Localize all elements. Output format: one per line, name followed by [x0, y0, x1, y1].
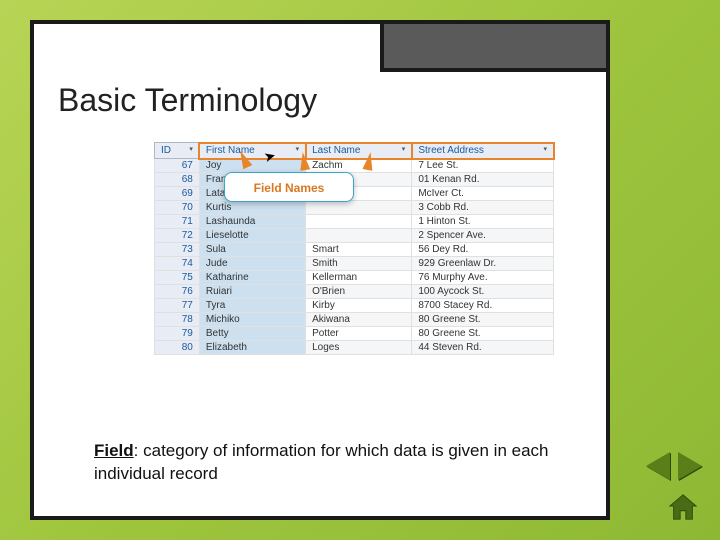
decorative-gray-block [380, 20, 610, 72]
data-table: ID▾ First Name▾ Last Name▾ Street Addres… [154, 142, 554, 355]
table-cell: 76 Murphy Ave. [412, 271, 554, 285]
dropdown-icon[interactable]: ▾ [543, 145, 547, 153]
table-row: 69LataviaMcIver Ct. [155, 187, 554, 201]
table-header-row: ID▾ First Name▾ Last Name▾ Street Addres… [155, 143, 554, 159]
table-cell: 3 Cobb Rd. [412, 201, 554, 215]
table-cell: McIver Ct. [412, 187, 554, 201]
table-illustration: ➤ Field Names ID▾ First Name▾ Last Name▾… [154, 142, 554, 355]
prev-slide-button[interactable] [646, 452, 670, 480]
table-cell [306, 201, 412, 215]
table-cell [306, 229, 412, 243]
table-cell: Akiwana [306, 313, 412, 327]
table-row: 70Kurtis3 Cobb Rd. [155, 201, 554, 215]
table-cell: 72 [155, 229, 200, 243]
table-cell: 1 Hinton St. [412, 215, 554, 229]
table-cell: 80 Greene St. [412, 327, 554, 341]
table-cell: 68 [155, 173, 200, 187]
table-cell: 74 [155, 257, 200, 271]
table-cell: 77 [155, 299, 200, 313]
table-cell: 01 Kenan Rd. [412, 173, 554, 187]
field-definition: Field: category of information for which… [94, 440, 574, 486]
table-cell: 73 [155, 243, 200, 257]
table-cell: Lieselotte [199, 229, 305, 243]
table-cell: Elizabeth [199, 341, 305, 355]
table-cell: 7 Lee St. [412, 159, 554, 173]
table-cell: 78 [155, 313, 200, 327]
table-cell: O'Brien [306, 285, 412, 299]
column-header-id[interactable]: ID▾ [155, 143, 200, 159]
table-row: 78MichikoAkiwana80 Greene St. [155, 313, 554, 327]
definition-term: Field [94, 441, 134, 460]
table-cell: Smart [306, 243, 412, 257]
table-cell: 100 Aycock St. [412, 285, 554, 299]
slide-title: Basic Terminology [58, 82, 317, 119]
next-slide-button[interactable] [678, 452, 702, 480]
table-cell: Loges [306, 341, 412, 355]
table-row: 80ElizabethLoges44 Steven Rd. [155, 341, 554, 355]
table-cell: 2 Spencer Ave. [412, 229, 554, 243]
table-cell: Ruiari [199, 285, 305, 299]
table-cell: 75 [155, 271, 200, 285]
table-row: 75KatharineKellerman76 Murphy Ave. [155, 271, 554, 285]
table-cell: Joy [199, 159, 305, 173]
table-cell: Zachm [306, 159, 412, 173]
table-cell [306, 215, 412, 229]
home-button[interactable] [668, 492, 698, 522]
table-row: 79BettyPotter80 Greene St. [155, 327, 554, 341]
table-row: 68FrancesTrenton01 Kenan Rd. [155, 173, 554, 187]
table-cell: 56 Dey Rd. [412, 243, 554, 257]
table-cell: Sula [199, 243, 305, 257]
table-cell: 929 Greenlaw Dr. [412, 257, 554, 271]
table-cell: 69 [155, 187, 200, 201]
table-cell: Betty [199, 327, 305, 341]
table-cell: 71 [155, 215, 200, 229]
dropdown-icon[interactable]: ▾ [189, 145, 193, 153]
column-header-last-name[interactable]: Last Name▾ [306, 143, 412, 159]
table-cell: 44 Steven Rd. [412, 341, 554, 355]
table-row: 77TyraKirby8700 Stacey Rd. [155, 299, 554, 313]
table-cell: 67 [155, 159, 200, 173]
table-row: 76RuiariO'Brien100 Aycock St. [155, 285, 554, 299]
column-header-street-address[interactable]: Street Address▾ [412, 143, 554, 159]
table-cell: 80 [155, 341, 200, 355]
table-cell: Jude [199, 257, 305, 271]
table-cell: Potter [306, 327, 412, 341]
table-cell: 80 Greene St. [412, 313, 554, 327]
table-row: 72Lieselotte 2 Spencer Ave. [155, 229, 554, 243]
table-cell: Lashaunda [199, 215, 305, 229]
field-names-callout: Field Names [224, 172, 354, 202]
table-cell: 76 [155, 285, 200, 299]
table-cell: Tyra [199, 299, 305, 313]
table-row: 67JoyZachm7 Lee St. [155, 159, 554, 173]
table-cell: 8700 Stacey Rd. [412, 299, 554, 313]
table-cell: Kellerman [306, 271, 412, 285]
table-cell: 70 [155, 201, 200, 215]
table-row: 73SulaSmart56 Dey Rd. [155, 243, 554, 257]
slide-card: Basic Terminology ➤ Field Names ID▾ Firs… [30, 20, 610, 520]
table-cell: Smith [306, 257, 412, 271]
table-cell: Katharine [199, 271, 305, 285]
column-header-first-name[interactable]: First Name▾ [199, 143, 305, 159]
definition-text: : category of information for which data… [94, 441, 549, 483]
table-cell: Kirby [306, 299, 412, 313]
table-row: 71Lashaunda 1 Hinton St. [155, 215, 554, 229]
dropdown-icon[interactable]: ▾ [402, 145, 406, 153]
table-row: 74JudeSmith929 Greenlaw Dr. [155, 257, 554, 271]
navigation-controls [646, 452, 702, 480]
table-cell: 79 [155, 327, 200, 341]
table-cell: Michiko [199, 313, 305, 327]
